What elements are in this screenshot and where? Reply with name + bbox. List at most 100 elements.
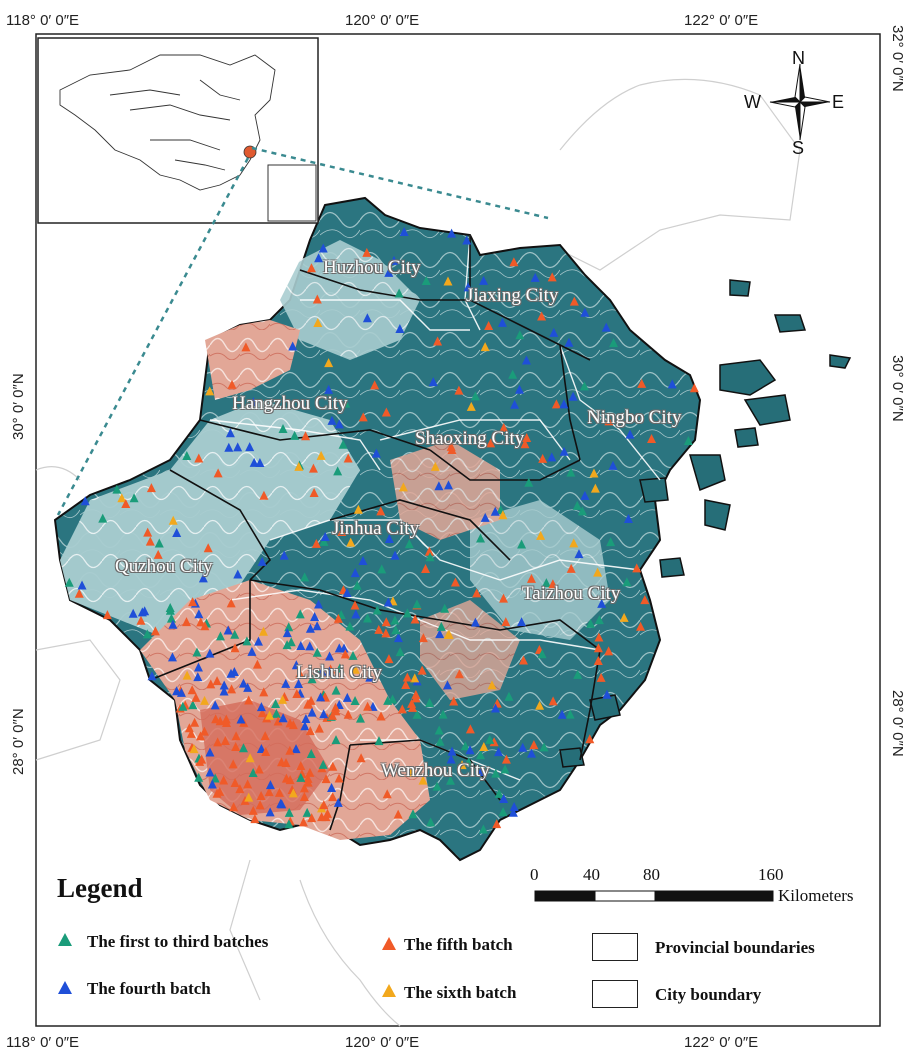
marker-first-third xyxy=(166,613,176,623)
marker-first-third xyxy=(579,381,589,391)
marker-fourth xyxy=(509,802,519,812)
marker-sixth xyxy=(189,744,199,754)
marker-fifth xyxy=(636,621,646,631)
marker-first-third xyxy=(606,537,616,547)
marker-fifth xyxy=(472,588,482,598)
marker-fifth xyxy=(190,717,200,727)
marker-sixth xyxy=(398,482,408,492)
compass-n: N xyxy=(792,48,805,68)
marker-first-third xyxy=(178,701,188,711)
marker-fifth xyxy=(206,679,216,689)
marker-fourth xyxy=(265,807,275,817)
marker-fourth xyxy=(265,780,275,790)
marker-sixth xyxy=(353,504,363,514)
coord-top-118: 118° 0′ 0″E xyxy=(6,12,80,29)
marker-first-third xyxy=(188,700,198,710)
coord-right-30: 30° 0′ 0″N xyxy=(889,355,906,422)
marker-first-third xyxy=(517,539,527,549)
marker-fourth xyxy=(462,235,472,245)
marker-fifth xyxy=(340,649,350,659)
marker-fourth xyxy=(395,324,405,334)
marker-fifth xyxy=(256,791,266,801)
marker-fifth xyxy=(319,800,329,810)
marker-first-third xyxy=(331,685,341,695)
marker-fifth xyxy=(241,342,251,352)
marker-fifth xyxy=(501,754,511,764)
inset-connector-1 xyxy=(251,146,549,220)
marker-sixth xyxy=(205,386,215,396)
marker-fourth xyxy=(530,272,540,282)
marker-fifth xyxy=(181,617,191,627)
marker-fifth xyxy=(381,407,391,417)
marker-first-third xyxy=(683,436,693,446)
marker-first-third xyxy=(432,781,442,791)
marker-fifth xyxy=(229,802,239,812)
marker-first-third xyxy=(142,629,152,639)
marker-first-third xyxy=(565,709,575,719)
marker-fifth xyxy=(376,506,386,516)
coord-left-28: 28° 0′ 0″N xyxy=(10,708,27,775)
marker-fourth xyxy=(351,609,361,619)
marker-first-third xyxy=(402,608,412,618)
coord-bottom-120: 120° 0′ 0″E xyxy=(345,1034,420,1051)
marker-fifth xyxy=(230,643,240,653)
marker-sixth xyxy=(569,538,579,548)
marker-fourth xyxy=(281,678,291,688)
marker-fifth xyxy=(227,684,237,694)
marker-fifth xyxy=(230,778,240,788)
legend-symbol-sixth xyxy=(382,984,396,997)
marker-fifth xyxy=(317,812,327,822)
marker-fourth xyxy=(549,327,559,337)
marker-fifth xyxy=(146,483,156,493)
marker-fourth xyxy=(167,652,177,662)
marker-fourth xyxy=(256,744,266,754)
marker-fourth xyxy=(247,646,257,656)
marker-sixth xyxy=(535,700,545,710)
marker-sixth xyxy=(479,742,489,752)
marker-sixth xyxy=(418,775,428,785)
marker-fourth xyxy=(233,569,243,579)
legend-label-fifth: The fifth batch xyxy=(404,935,513,954)
marker-first-third xyxy=(500,764,510,774)
inset-south-sea-frame xyxy=(267,164,317,222)
marker-first-third xyxy=(478,824,488,834)
marker-fifth xyxy=(548,696,558,706)
marker-sixth xyxy=(590,483,600,493)
marker-first-third xyxy=(348,650,358,660)
marker-first-third xyxy=(333,466,343,476)
marker-first-third xyxy=(284,622,294,632)
scale-tick-80: 80 xyxy=(643,865,660,884)
marker-fourth xyxy=(518,742,528,752)
marker-first-third xyxy=(391,625,401,635)
marker-first-third xyxy=(154,538,164,548)
legend-symbol-fifth xyxy=(382,937,396,950)
marker-fourth xyxy=(207,779,217,789)
marker-fourth xyxy=(253,636,263,646)
marker-fifth xyxy=(363,701,373,711)
marker-fifth xyxy=(454,669,464,679)
coord-left-30: 30° 0′ 0″N xyxy=(10,373,27,440)
marker-first-third xyxy=(434,725,444,735)
marker-fifth xyxy=(322,808,332,818)
marker-fifth xyxy=(145,536,155,546)
legend-symbol-first-third xyxy=(58,933,72,946)
marker-sixth xyxy=(480,342,490,352)
marker-fourth xyxy=(233,442,243,452)
marker-fourth xyxy=(327,782,337,792)
marker-fourth xyxy=(224,442,234,452)
marker-fifth xyxy=(328,761,338,771)
marker-fifth xyxy=(492,819,502,829)
marker-fourth xyxy=(574,549,584,559)
marker-fifth xyxy=(299,791,309,801)
marker-sixth xyxy=(498,510,508,520)
marker-first-third xyxy=(394,288,404,298)
marker-sixth xyxy=(593,567,603,577)
scale-bar xyxy=(534,890,774,902)
marker-first-third xyxy=(566,467,576,477)
marker-fifth xyxy=(356,753,366,763)
marker-fifth xyxy=(499,423,509,433)
marker-fourth xyxy=(480,512,490,522)
marker-fourth xyxy=(312,621,322,631)
marker-fifth xyxy=(548,579,558,589)
marker-fifth xyxy=(194,453,204,463)
